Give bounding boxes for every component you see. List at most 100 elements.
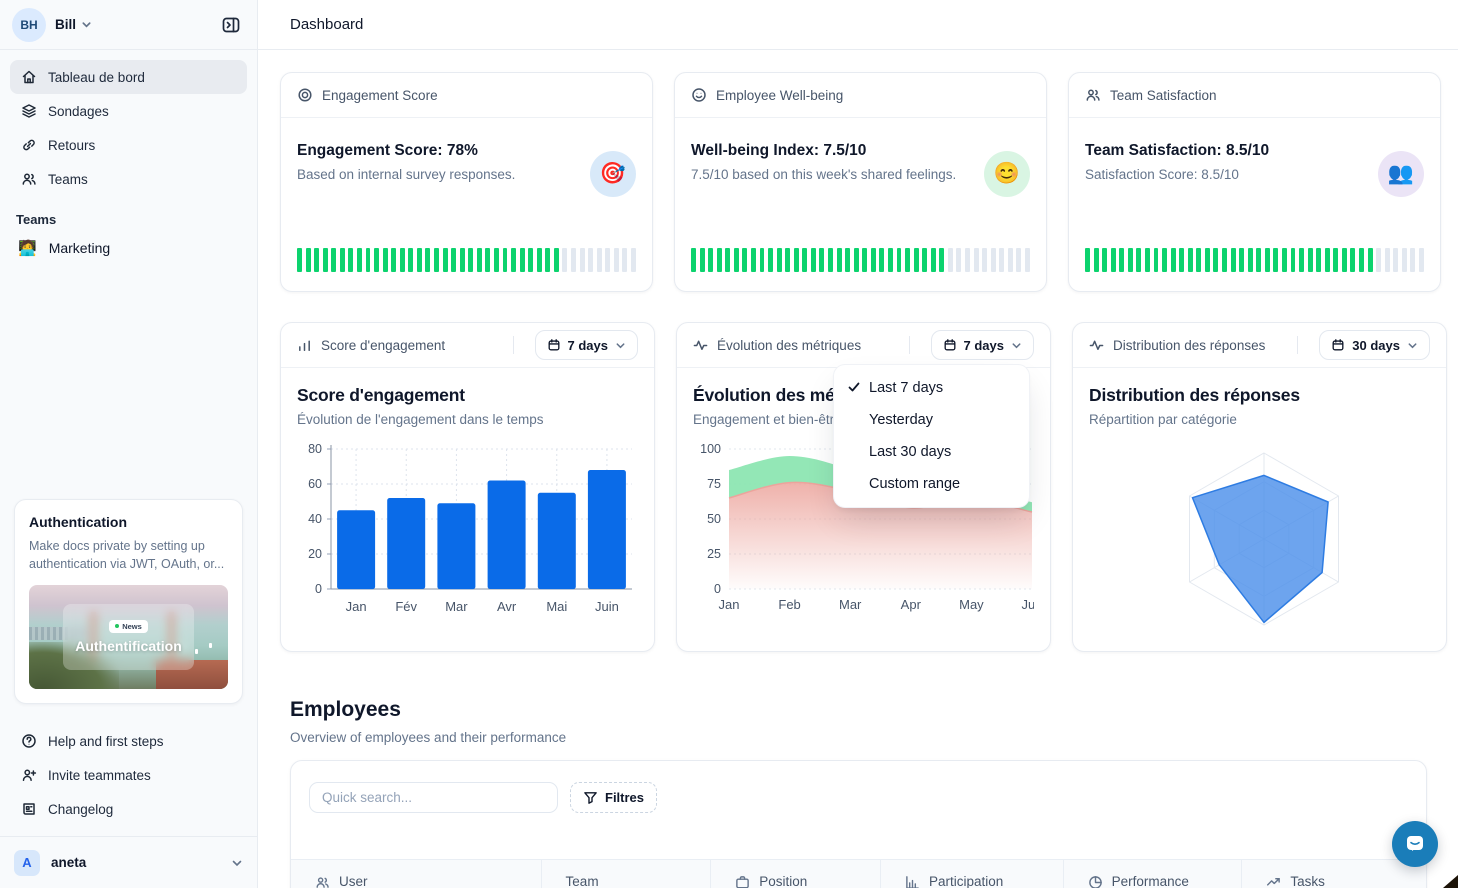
check-icon	[847, 380, 861, 394]
chat-launcher-button[interactable]	[1392, 821, 1438, 867]
svg-text:Mai: Mai	[546, 599, 567, 614]
svg-text:0: 0	[315, 582, 322, 596]
svg-text:Fév: Fév	[395, 599, 417, 614]
menu-item-last-7-days[interactable]: Last 7 days	[834, 372, 1029, 404]
svg-text:Mar: Mar	[445, 599, 468, 614]
engagement-score-card: Engagement Score Engagement Score: 78% B…	[280, 72, 653, 292]
range-select-button[interactable]: 30 days	[1319, 330, 1430, 360]
column-header-team[interactable]: Team	[540, 860, 711, 888]
layers-icon	[20, 103, 37, 119]
chart-subtitle: Engagement et bien-être	[693, 412, 842, 427]
svg-text:25: 25	[707, 547, 721, 561]
column-header-performance[interactable]: Performance	[1062, 860, 1242, 888]
sidebar-collapse-button[interactable]	[217, 11, 245, 39]
user-plus-icon	[20, 767, 37, 783]
column-header-position[interactable]: Position	[710, 860, 880, 888]
sidebar-item-feedback[interactable]: Retours	[10, 128, 247, 162]
range-dropdown-menu: Last 7 days Yesterday Last 30 days Custo…	[833, 364, 1030, 508]
progress-bar	[297, 248, 636, 272]
card-header-label: Employee Well-being	[716, 87, 844, 103]
stat-title: Team Satisfaction: 8.5/10	[1085, 142, 1270, 159]
sidebar-item-teams[interactable]: Teams	[10, 162, 247, 196]
smile-emoji-icon: 😊	[984, 151, 1030, 197]
promo-image[interactable]: News Authentification	[29, 585, 228, 689]
stat-subtitle: Based on internal survey responses.	[297, 167, 516, 182]
avatar[interactable]: BH	[12, 7, 46, 42]
promo-description: Make docs private by setting up authenti…	[29, 538, 225, 572]
svg-text:50: 50	[707, 512, 721, 526]
svg-text:60: 60	[308, 477, 322, 491]
changelog-link[interactable]: Changelog	[10, 792, 247, 826]
stat-subtitle: Satisfaction Score: 8.5/10	[1085, 167, 1239, 182]
card-header-label: Distribution des réponses	[1113, 337, 1266, 353]
help-link[interactable]: Help and first steps	[10, 724, 247, 758]
technologist-emoji-icon: 🧑‍💻	[18, 240, 37, 257]
users-icon	[1086, 89, 1100, 101]
column-header-user[interactable]: User	[291, 860, 541, 888]
filters-button[interactable]: Filtres	[570, 782, 658, 813]
card-header-label: Engagement Score	[322, 87, 438, 103]
users-icon	[20, 171, 37, 187]
menu-item-yesterday[interactable]: Yesterday	[869, 412, 933, 428]
users-icon	[315, 875, 330, 888]
invite-teammates-link[interactable]: Invite teammates	[10, 758, 247, 792]
svg-text:Avr: Avr	[497, 599, 517, 614]
home-icon	[20, 69, 37, 85]
svg-text:Jun: Jun	[1022, 597, 1034, 612]
search-input[interactable]	[309, 782, 558, 813]
sidebar: BH Bill Tableau de bord Sondages Retours…	[0, 0, 258, 888]
range-select-button[interactable]: 7 days	[534, 330, 638, 360]
divider	[1297, 336, 1299, 354]
bar-chart-icon	[299, 340, 310, 351]
svg-text:May: May	[959, 597, 984, 612]
chevron-down-icon[interactable]	[81, 19, 92, 30]
svg-text:Apr: Apr	[901, 597, 922, 612]
pie-chart-icon	[1088, 875, 1103, 888]
mouse-cursor	[1443, 875, 1458, 888]
chart-subtitle: Évolution de l'engagement dans le temps	[297, 412, 544, 427]
calendar-icon	[944, 339, 955, 351]
engagement-chart-card: Score d'engagement 7 days Score d'engage…	[280, 322, 655, 652]
target-icon	[298, 88, 312, 102]
sidebar-nav: Tableau de bord Sondages Retours Teams	[0, 50, 257, 196]
svg-text:0: 0	[714, 582, 721, 596]
sidebar-item-label: Tableau de bord	[48, 69, 145, 85]
sidebar-item-label: Sondages	[48, 103, 109, 119]
table-header-row: User Team Position Participation Perform…	[291, 859, 1426, 888]
teams-section-label: Teams	[16, 212, 57, 227]
footer-item-label: Changelog	[48, 801, 114, 817]
svg-text:Juin: Juin	[595, 599, 619, 614]
menu-item-last-30-days[interactable]: Last 30 days	[869, 444, 952, 460]
news-dot-icon	[115, 624, 120, 629]
workspace-avatar: A	[14, 849, 40, 876]
bar-chart-icon	[905, 875, 920, 888]
workspace-switcher[interactable]: A aneta	[0, 836, 257, 888]
sidebar-footer: Help and first steps Invite teammates Ch…	[0, 718, 257, 828]
sidebar-item-surveys[interactable]: Sondages	[10, 94, 247, 128]
menu-item-custom-range[interactable]: Custom range	[869, 476, 961, 492]
divider	[908, 336, 910, 354]
employees-subtitle: Overview of employees and their performa…	[290, 730, 567, 745]
chat-bubble-icon	[1407, 836, 1423, 851]
svg-text:Jan: Jan	[346, 599, 367, 614]
trending-up-icon	[1266, 875, 1281, 888]
card-header-label: Évolution des métriques	[717, 337, 862, 353]
chart-cards-row: Score d'engagement 7 days Score d'engage…	[280, 322, 1447, 652]
card-header-label: Team Satisfaction	[1110, 87, 1217, 103]
sidebar-item-marketing[interactable]: 🧑‍💻 Marketing	[0, 231, 257, 265]
footer-item-label: Help and first steps	[48, 733, 164, 749]
stat-title: Well-being Index: 7.5/10	[691, 142, 867, 159]
authentication-promo-card[interactable]: Authentication Make docs private by sett…	[14, 498, 243, 704]
newspaper-icon	[20, 801, 37, 817]
user-name[interactable]: Bill	[55, 17, 77, 32]
calendar-icon	[1332, 339, 1344, 351]
news-badge: News	[109, 619, 148, 633]
sidebar-item-dashboard[interactable]: Tableau de bord	[10, 60, 247, 94]
help-icon	[20, 733, 37, 749]
column-header-tasks[interactable]: Tasks	[1241, 860, 1426, 888]
range-select-button[interactable]: 7 days	[930, 330, 1034, 360]
chart-title: Distribution des réponses	[1089, 385, 1300, 405]
briefcase-icon	[735, 875, 750, 888]
column-header-participation[interactable]: Participation	[879, 860, 1063, 888]
content: Engagement Score Engagement Score: 78% B…	[258, 50, 1458, 888]
